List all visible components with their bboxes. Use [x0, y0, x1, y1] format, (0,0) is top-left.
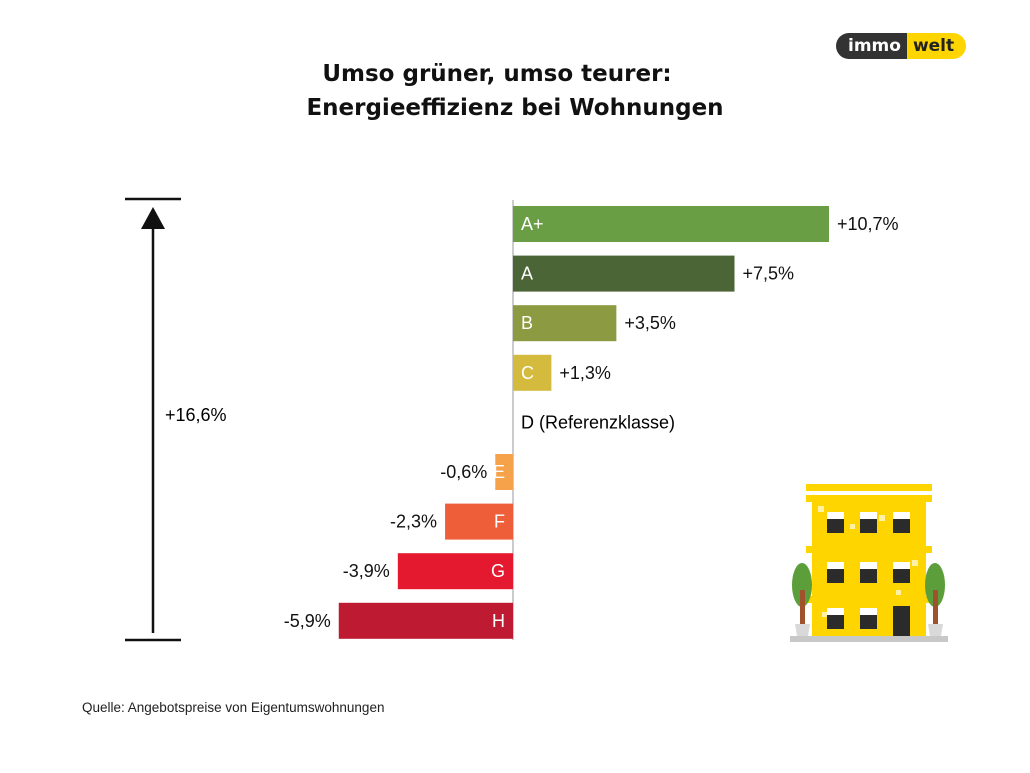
bar-a-plus [513, 206, 829, 242]
value-label: +1,3% [559, 363, 611, 383]
logo-part-welt: welt [906, 33, 967, 59]
category-label: E [493, 462, 505, 482]
bar-e [495, 454, 513, 490]
category-label: C [521, 363, 534, 383]
bar-c [513, 354, 552, 391]
immowelt-logo: immo welt [836, 33, 967, 59]
value-label: -5,9% [284, 611, 331, 631]
bar-f [445, 503, 513, 540]
value-label: +3,5% [624, 313, 676, 333]
bars-group: A+ +10,7% A +7,5% B +3,5% C +1,3% D (Referenzkla… [284, 206, 899, 639]
chart-title-line2: Energieeffizienz bei Wohnungen [306, 95, 724, 121]
bar-a [513, 255, 735, 292]
apartment-building-illustration [790, 484, 948, 642]
category-label: A+ [521, 214, 544, 234]
bar-h [338, 602, 513, 639]
value-label: -2,3% [390, 512, 437, 532]
bar-g [397, 553, 513, 590]
value-label: -3,9% [343, 561, 390, 581]
value-label: +10,7% [837, 214, 899, 234]
source-note: Quelle: Angebotspreise von Eigentumswohn… [82, 700, 385, 715]
span-label: +16,6% [165, 405, 227, 425]
chart-title-line1: Umso grüner, umso teurer: [322, 61, 672, 87]
category-label: A [521, 264, 533, 284]
category-label: H [492, 611, 505, 631]
value-label: +7,5% [742, 264, 794, 284]
category-label: B [521, 313, 533, 333]
value-label: -0,6% [440, 462, 487, 482]
span-arrow [125, 197, 181, 642]
bar-b [513, 305, 617, 342]
logo-part-immo: immo [836, 33, 907, 59]
reference-label: D (Referenzklasse) [521, 412, 675, 432]
category-label: F [494, 512, 505, 532]
category-label: G [491, 561, 505, 581]
